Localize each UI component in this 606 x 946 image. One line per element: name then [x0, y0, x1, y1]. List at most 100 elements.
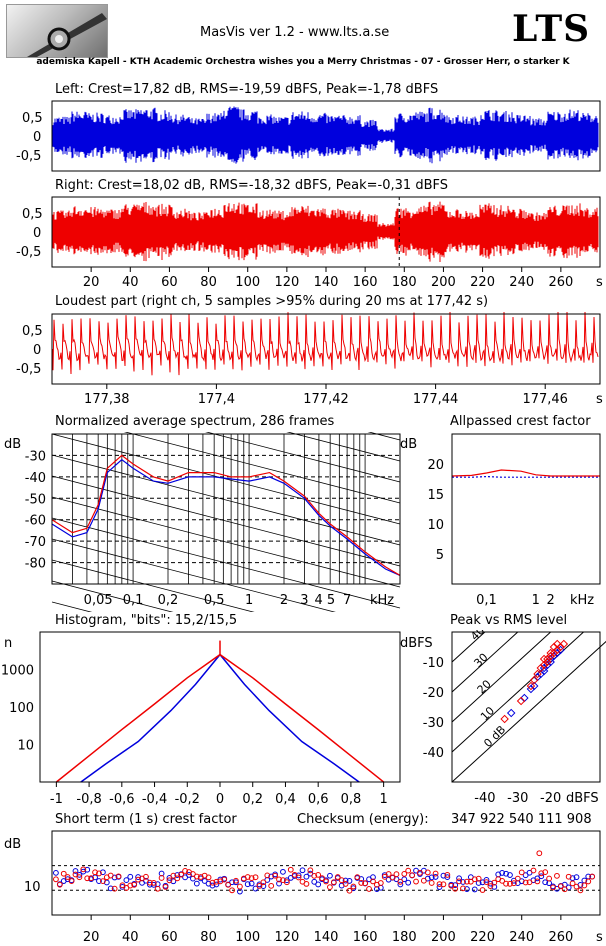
spectrum-chart: dB -30 -40 -50 -60 -70 -80 0,05 0,1 0,2 0,5 1 2 3 4 … — [4, 432, 401, 612]
crest-point — [499, 877, 506, 884]
x-tick-label: 3 — [300, 593, 308, 608]
crest-point — [303, 873, 310, 880]
plot-frame — [51, 433, 401, 585]
crest-point — [225, 881, 232, 888]
slope-line — [51, 475, 401, 567]
x-axis-unit: s — [596, 275, 603, 290]
crest-point — [154, 885, 161, 892]
x-tick-label: -1 — [50, 792, 63, 807]
crest-diagonal — [451, 631, 552, 723]
crest-point — [311, 878, 318, 885]
crest-point — [276, 876, 282, 883]
crest-point — [471, 876, 478, 883]
crest-point — [475, 875, 482, 882]
y-tick: -80 — [25, 557, 46, 572]
crest-point — [479, 887, 486, 893]
crest-point — [518, 878, 525, 885]
crest-point — [221, 876, 228, 883]
x-tick-label: 140 — [314, 275, 339, 290]
crest-point — [76, 871, 83, 878]
y-tick: -10 — [423, 656, 444, 671]
waveform-series — [52, 106, 599, 164]
x-tick-label: -0,8 — [76, 792, 101, 807]
y-tick: -0,5 — [16, 149, 41, 164]
y-tick: -60 — [25, 514, 46, 529]
x-tick-label: 120 — [274, 275, 299, 290]
scatter-point — [516, 696, 526, 706]
crest-point — [354, 874, 361, 881]
crest-point — [585, 878, 592, 885]
x-tick-label: 0,2 — [242, 792, 263, 807]
y-tick: 0 — [33, 343, 41, 358]
x-tick-label: -20 — [540, 791, 561, 806]
crest-point — [342, 881, 349, 887]
x-tick-label: -30 — [507, 791, 528, 806]
crest-point — [264, 872, 271, 879]
x-tick-label: 0,4 — [275, 792, 296, 807]
crest-point — [327, 872, 333, 879]
x-tick-label: 120 — [274, 930, 299, 945]
slope-line — [367, 432, 401, 441]
crest-point — [72, 871, 79, 878]
crest-point — [68, 878, 75, 884]
crest-point — [573, 874, 580, 881]
x-tick-label: 7 — [343, 593, 351, 608]
x-tick-label: 60 — [161, 930, 178, 945]
waveform-series — [52, 201, 599, 262]
x-tick-label: 1 — [532, 593, 540, 608]
scatter-point — [536, 663, 546, 673]
crest-point — [260, 879, 267, 886]
y-tick: 0,5 — [22, 324, 43, 339]
diagonal-label: 10 — [478, 704, 497, 723]
crest-point — [370, 874, 376, 881]
crest-point — [366, 886, 372, 892]
crest-point — [362, 880, 369, 887]
crest-point — [319, 875, 325, 882]
crest-point — [158, 875, 165, 881]
crest-point — [244, 881, 251, 888]
crest-point — [542, 879, 549, 886]
y-axis-label: dB — [4, 437, 21, 452]
crest-point — [323, 878, 329, 885]
histogram-series — [55, 653, 385, 783]
crest-point — [546, 875, 553, 882]
crest-point — [107, 885, 114, 892]
crest-point — [190, 871, 196, 877]
crest-point — [436, 881, 443, 887]
crest-point — [393, 871, 400, 878]
x-tick-label: 260 — [548, 275, 573, 290]
scatter-point — [506, 708, 516, 718]
x-tick-label: 0,05 — [84, 593, 113, 608]
x-tick-label: 177,42 — [303, 392, 349, 407]
x-tick-label: 0,8 — [341, 792, 362, 807]
crest-point — [420, 877, 427, 884]
crest-point — [99, 878, 106, 885]
track-title: ademiska Kapell - KTH Academic Orchestra… — [36, 57, 570, 67]
y-tick: -0,5 — [16, 245, 41, 260]
x-tick-label: 0,6 — [308, 792, 329, 807]
y-tick: -30 — [423, 716, 444, 731]
crest-point — [452, 882, 459, 889]
spectrum-title: Normalized average spectrum, 286 frames — [55, 414, 335, 429]
peak-rms-title: Peak vs RMS level — [450, 613, 568, 628]
crest-point — [150, 880, 157, 886]
x-tick-label: 220 — [470, 930, 495, 945]
scatter-point — [539, 666, 549, 676]
crest-point — [405, 867, 412, 874]
crest-point — [256, 883, 263, 889]
crest-point — [456, 878, 462, 885]
crest-point — [358, 880, 365, 886]
histogram-title: Histogram, "bits": 15,2/15,5 — [55, 613, 238, 628]
crest-point — [170, 872, 177, 879]
y-axis-label: n — [4, 636, 12, 651]
x-tick-label: 100 — [235, 275, 260, 290]
crest-point — [174, 875, 181, 882]
checksum-value: 347 922 540 111 908 — [451, 812, 592, 827]
crest-point — [436, 884, 443, 890]
y-tick: -40 — [25, 471, 46, 486]
right-waveform-chart: 0,5 0 -0,5 20 40 60 80 100 120 140 160 180 200 220… — [16, 196, 603, 290]
crest-point — [107, 872, 114, 879]
x-tick-label: 0 — [216, 792, 224, 807]
scatter-point — [549, 642, 559, 652]
crest-point — [487, 883, 494, 889]
